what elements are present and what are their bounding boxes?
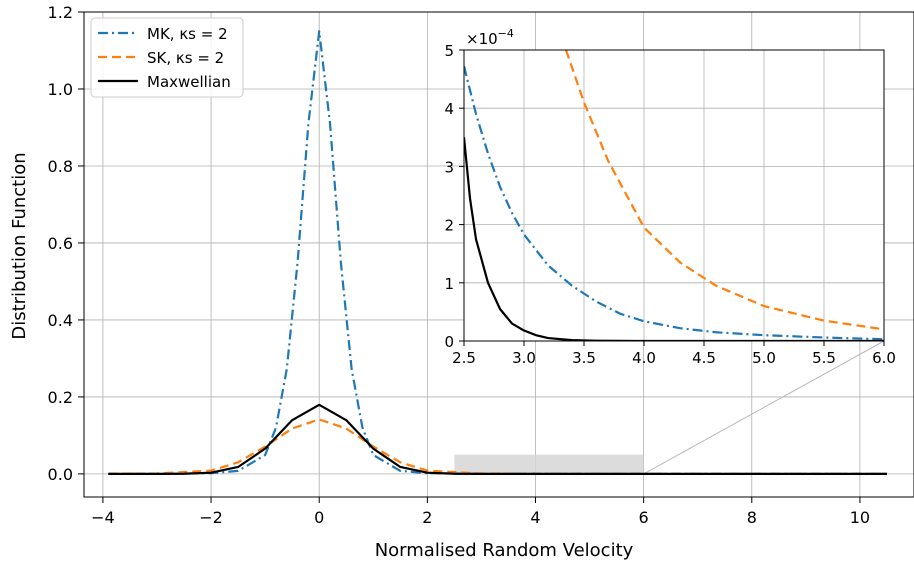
inset-series-line: [464, 66, 884, 341]
series-line: [108, 30, 887, 475]
zoom-region-box: [454, 454, 644, 474]
x-tick-label: 10: [850, 508, 870, 527]
y-tick-label: 0.4: [48, 311, 73, 330]
inset-x-tick-label: 3.0: [512, 349, 536, 367]
inset-x-tick-label: 3.5: [572, 349, 596, 367]
x-axis-label: Normalised Random Velocity: [375, 540, 634, 561]
y-tick-label: 0.6: [48, 234, 73, 253]
series-line: [108, 403, 887, 475]
inset-chart: 2.5 3.0 3.5 4.0 4.5 5.0 5.5 6.0 0 1 2 3 4 5 ×10−4: [444, 27, 895, 367]
main-plot-frame: [83, 11, 914, 498]
x-tick-label: 0: [314, 508, 324, 527]
inset-x-tick-label: 2.5: [452, 349, 476, 367]
x-tick-label: 4: [530, 508, 540, 527]
inset-x-tick-label: 5.0: [752, 349, 776, 367]
inset-scale-base: ×10: [466, 30, 498, 48]
zoom-connector-line: [643, 340, 885, 475]
inset-y-tick-label: 3: [444, 158, 454, 176]
inset-frame: [463, 49, 885, 342]
legend[interactable]: MK, κs = 2 SK, κs = 2 Maxwellian: [90, 17, 244, 98]
legend-box: [90, 17, 244, 98]
inset-x-tick-label: 4.5: [692, 349, 716, 367]
legend-entry: Maxwellian: [147, 73, 231, 91]
zoom-connectors: [454, 340, 885, 475]
y-tick-label: 0.8: [48, 157, 73, 176]
inset-y-tick-label: 1: [444, 275, 454, 293]
main-axes: −4 −2 0 2 4 6 8 100.00.20.40.60.81.01.2: [48, 3, 914, 527]
y-tick-label: 1.2: [48, 3, 73, 22]
inset-y-tick-label: 4: [444, 100, 454, 118]
inset-x-tick-label: 6.0: [872, 349, 896, 367]
inset-background: [464, 50, 884, 341]
x-tick-label: 6: [639, 508, 649, 527]
y-tick-label: 0.0: [48, 465, 73, 484]
inset-y-tick-label: 0: [444, 333, 454, 351]
x-tick-label: 2: [422, 508, 432, 527]
inset-x-tick-label: 4.0: [632, 349, 656, 367]
inset-scale-exponent: −4: [498, 27, 514, 40]
x-tick-label: −2: [199, 508, 223, 527]
inset-y-tick-label: 2: [444, 217, 454, 235]
y-tick-label: 0.2: [48, 388, 73, 407]
inset-series-line: [564, 50, 884, 331]
y-axis-label: Distribution Function: [9, 152, 30, 339]
x-tick-label: 8: [747, 508, 757, 527]
inset-scale-label: ×10−4: [466, 27, 514, 48]
y-tick-label: 1.0: [48, 80, 73, 99]
legend-entry: MK, κs = 2: [147, 25, 228, 43]
legend-entry: SK, κs = 2: [147, 49, 224, 67]
inset-x-tick-label: 5.5: [812, 349, 836, 367]
inset-y-tick-label: 5: [444, 42, 454, 60]
x-tick-label: −4: [91, 508, 115, 527]
main-series: [108, 30, 887, 475]
